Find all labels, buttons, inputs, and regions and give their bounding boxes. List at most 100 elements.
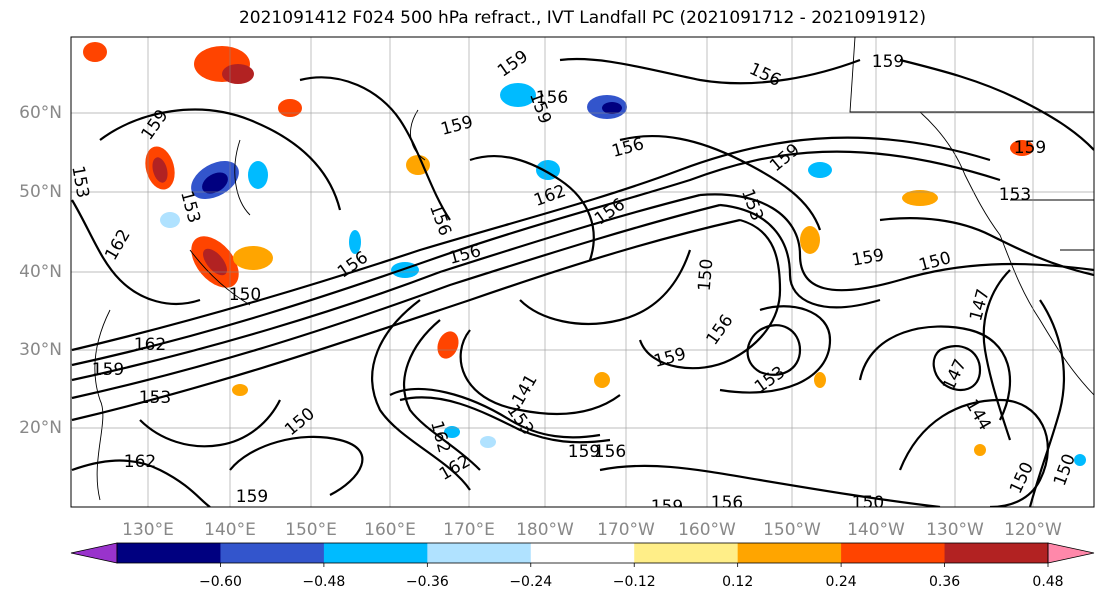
latitude-label: 30°N bbox=[19, 340, 62, 360]
longitude-label: 120°W bbox=[1004, 520, 1062, 540]
shading-patch bbox=[808, 162, 832, 178]
contour-line bbox=[898, 398, 1049, 507]
shading-patch bbox=[800, 226, 820, 254]
latitude-label: 40°N bbox=[19, 262, 62, 282]
shading-patch bbox=[1074, 454, 1086, 466]
shading-patch bbox=[83, 42, 107, 62]
longitude-label: 150°E bbox=[285, 520, 337, 540]
contour-label: 156 bbox=[711, 493, 743, 513]
colorbar-tick-label: 0.24 bbox=[826, 574, 857, 590]
shading-patch bbox=[437, 331, 459, 359]
longitude-label: 130°E bbox=[122, 520, 174, 540]
contour-label: 150 bbox=[229, 285, 261, 305]
contour-line bbox=[71, 199, 201, 305]
coastline-path bbox=[919, 111, 1094, 396]
contour-label: 153 bbox=[139, 388, 171, 408]
map-frame bbox=[70, 36, 1095, 508]
contour-line bbox=[459, 329, 621, 416]
colorbar-extend-high bbox=[1047, 542, 1095, 564]
latitude-labels: 60°N 50°N 40°N 30°N 20°N bbox=[19, 103, 62, 438]
colorbar-tick-label: 0.12 bbox=[722, 574, 753, 590]
longitude-label: 180°W bbox=[516, 520, 574, 540]
colorbar-tick-label: 0.36 bbox=[929, 574, 960, 590]
contour-line bbox=[371, 299, 471, 491]
contour-label: 159 bbox=[872, 52, 904, 72]
contour-line bbox=[559, 57, 861, 85]
shading-patch bbox=[202, 172, 228, 194]
shading-patch bbox=[602, 102, 622, 114]
colorbar-tick-label: −0.12 bbox=[613, 574, 656, 590]
contour-line bbox=[719, 203, 881, 309]
shading-patch bbox=[248, 161, 268, 189]
contour-line bbox=[599, 464, 941, 507]
contour-line bbox=[469, 155, 595, 261]
contour-label: 159 bbox=[236, 487, 268, 507]
contour-label: 159 bbox=[1014, 138, 1046, 158]
shading-patch bbox=[974, 444, 986, 456]
coastline-path bbox=[234, 139, 251, 216]
shading-patch bbox=[203, 248, 227, 276]
contour-label: 153 bbox=[999, 185, 1031, 205]
shading-patch bbox=[349, 230, 361, 254]
contour-line bbox=[229, 435, 364, 496]
contour-line bbox=[699, 193, 1094, 292]
contour-line bbox=[858, 325, 1012, 421]
contour-label: 162 bbox=[124, 452, 156, 472]
contour-line bbox=[71, 136, 991, 352]
contour-line bbox=[389, 387, 601, 439]
shading-patch bbox=[152, 157, 168, 183]
contour-line bbox=[982, 269, 1012, 441]
shading-patch bbox=[1010, 140, 1034, 156]
height-contours bbox=[71, 57, 1094, 507]
contour-line bbox=[719, 305, 832, 394]
colorbar-segment bbox=[634, 543, 739, 563]
shading-patch bbox=[902, 190, 938, 206]
colorbar-tick-label: −0.36 bbox=[406, 574, 449, 590]
colorbar-segment bbox=[737, 543, 842, 563]
shading-patch bbox=[222, 64, 254, 84]
coastline-path bbox=[189, 249, 251, 306]
colorbar-segment bbox=[427, 543, 532, 563]
latitude-label: 50°N bbox=[19, 182, 62, 202]
contour-line bbox=[403, 319, 481, 471]
contour-line bbox=[399, 396, 611, 444]
shading-patch bbox=[500, 83, 536, 107]
refractivity-shading bbox=[83, 42, 1086, 466]
contour-line bbox=[619, 134, 822, 231]
longitude-label: 160°E bbox=[364, 520, 416, 540]
contour-line bbox=[519, 249, 692, 326]
longitude-label: 170°W bbox=[597, 520, 655, 540]
colorbar-segment bbox=[841, 543, 946, 563]
shading-patch bbox=[444, 426, 460, 438]
colorbar-frame bbox=[116, 542, 1049, 564]
contour-line bbox=[99, 108, 342, 211]
shading-patch bbox=[232, 384, 248, 396]
contour-label: 162 bbox=[134, 335, 166, 355]
contour-line bbox=[299, 76, 451, 221]
contour-line bbox=[139, 399, 281, 448]
longitude-label: 140°W bbox=[847, 520, 905, 540]
colorbar-segment bbox=[117, 543, 221, 563]
contour-label: 153 bbox=[67, 164, 92, 199]
graticule bbox=[71, 37, 1094, 507]
longitude-label: 150°W bbox=[763, 520, 821, 540]
contour-line bbox=[71, 203, 721, 400]
contour-line bbox=[746, 324, 802, 376]
chart-title: 2021091412 F024 500 hPa refract., IVT La… bbox=[238, 8, 926, 28]
contour-line bbox=[71, 218, 741, 422]
shading-patch bbox=[233, 246, 273, 270]
contour-label: 150 bbox=[695, 258, 718, 292]
contour-line bbox=[71, 150, 1001, 367]
contour-line bbox=[71, 193, 701, 382]
longitude-label: 170°E bbox=[443, 520, 495, 540]
shading-patch bbox=[160, 212, 180, 228]
contour-line bbox=[932, 345, 982, 392]
contour-label: 159 bbox=[92, 360, 124, 380]
contour-line bbox=[71, 459, 211, 507]
contour-label: 156 bbox=[536, 88, 568, 108]
contour-line bbox=[879, 217, 1094, 277]
colorbar-tick-label: −0.24 bbox=[509, 574, 552, 590]
colorbar-tick-label: −0.48 bbox=[302, 574, 345, 590]
longitude-label: 160°W bbox=[678, 520, 736, 540]
coastline-path bbox=[94, 309, 111, 501]
